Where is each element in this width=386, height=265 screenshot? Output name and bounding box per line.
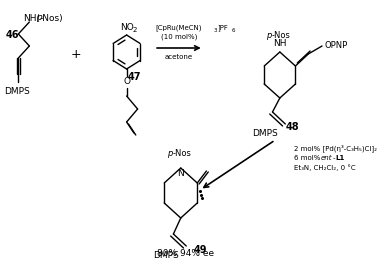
Text: 2: 2 (133, 27, 137, 33)
Text: NH: NH (273, 39, 286, 48)
Text: -Nos: -Nos (272, 32, 290, 41)
Text: L1: L1 (336, 155, 345, 161)
Text: 46: 46 (6, 30, 20, 40)
Text: DMPS: DMPS (252, 129, 278, 138)
Text: 6 mol%: 6 mol% (294, 155, 322, 161)
Text: 6: 6 (231, 28, 235, 33)
Text: ]PF: ]PF (217, 25, 229, 31)
Text: 49: 49 (194, 245, 207, 255)
Text: +: + (71, 48, 81, 61)
Text: OPNP: OPNP (325, 42, 348, 51)
Text: 3: 3 (214, 28, 217, 33)
Text: p: p (266, 32, 272, 41)
Text: N: N (178, 169, 184, 178)
Text: -Nos): -Nos) (39, 14, 63, 23)
Text: 2 mol% [Pd(η³-C₃H₅)Cl]₂: 2 mol% [Pd(η³-C₃H₅)Cl]₂ (294, 144, 377, 152)
Text: DMPS: DMPS (153, 250, 179, 259)
Text: NH(: NH( (23, 14, 40, 23)
Text: -: - (333, 155, 335, 161)
Text: acetone: acetone (165, 54, 193, 60)
Text: (10 mol%): (10 mol%) (161, 34, 197, 40)
Text: DMPS: DMPS (3, 86, 29, 95)
Text: 80% 94% ee: 80% 94% ee (157, 250, 214, 258)
Text: O: O (123, 77, 130, 86)
Text: 47: 47 (127, 72, 141, 82)
Text: NO: NO (120, 23, 134, 32)
Text: p: p (167, 149, 173, 158)
Text: 48: 48 (286, 122, 300, 132)
Text: ent: ent (321, 155, 333, 161)
Text: [CpRu(MeCN): [CpRu(MeCN) (156, 25, 202, 31)
Text: Et₃N, CH₂Cl₂, 0 °C: Et₃N, CH₂Cl₂, 0 °C (294, 165, 355, 171)
Text: p: p (36, 14, 42, 23)
Text: -Nos: -Nos (173, 149, 191, 158)
